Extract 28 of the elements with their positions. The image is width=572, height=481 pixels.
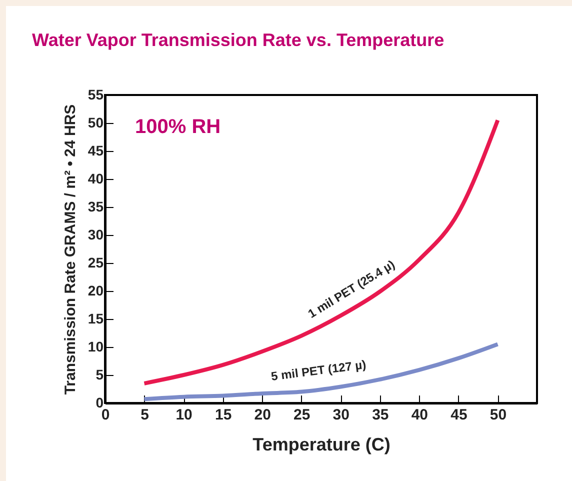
y-tick-label: 25	[88, 254, 104, 270]
x-tick-label: 30	[332, 406, 350, 424]
x-tick-label: 25	[294, 406, 310, 424]
x-tick-label: 35	[372, 406, 389, 424]
y-tick-label: 5	[96, 366, 104, 382]
y-tick-label: 35	[88, 198, 104, 214]
y-tick-label: 10	[88, 338, 104, 354]
x-tick-label: 50	[490, 406, 507, 424]
line-series	[142, 342, 500, 402]
y-axis-title: Transmission Rate GRAMS / m² • 24 HRS	[62, 104, 79, 395]
x-tick-label: 5	[140, 406, 149, 424]
y-tick-label: 45	[88, 142, 104, 158]
x-tick-label: 20	[254, 406, 271, 424]
y-tick-label: 55	[88, 86, 104, 102]
annotation: 100% RH	[135, 116, 221, 138]
y-tick-label: 30	[88, 226, 104, 242]
y-tick-label: 0	[96, 394, 104, 410]
text: 5 mil PET (127 µ)	[270, 357, 367, 384]
chart-title: Water Vapor Transmission Rate vs. Temperature	[32, 30, 444, 50]
x-tick-label: 10	[176, 406, 192, 424]
y-tick-label: 20	[88, 282, 104, 298]
x-tick-label: 15	[214, 406, 232, 424]
x-tick-label: 40	[411, 406, 428, 424]
y-tick-label: 40	[88, 170, 104, 186]
x-tick-label: 45	[450, 406, 468, 424]
y-tick-label: 50	[88, 114, 104, 130]
y-tick-label: 15	[88, 310, 104, 326]
x-axis-title: Temperature (C)	[252, 434, 390, 454]
